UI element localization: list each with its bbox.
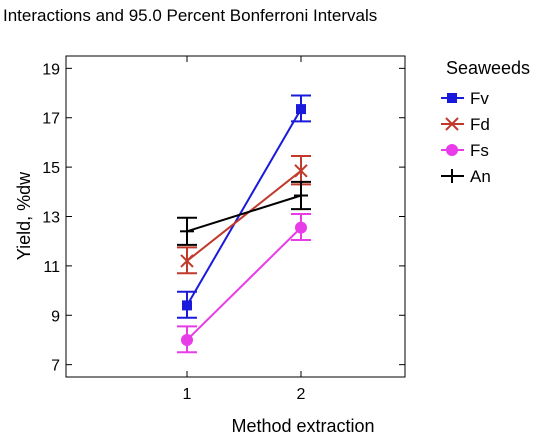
series-line <box>186 170 302 262</box>
y-tick-label: 15 <box>42 160 60 177</box>
series-fs <box>177 213 311 354</box>
legend-marker <box>445 169 459 183</box>
y-tick-label: 11 <box>43 259 60 276</box>
x-tick-label: 1 <box>183 386 192 403</box>
legend-label: An <box>470 167 491 186</box>
data-point <box>296 104 306 115</box>
data-point <box>180 224 194 239</box>
legend-item-an: An <box>441 167 491 186</box>
legend-marker <box>446 144 458 156</box>
data-point <box>294 164 308 178</box>
legend-item-fs: Fs <box>441 141 489 160</box>
legend-label: Fs <box>470 141 489 160</box>
x-axis-label: Method extraction <box>231 416 374 436</box>
legend-marker-stroke <box>445 117 459 131</box>
y-tick-label: 9 <box>51 308 60 325</box>
series-fv <box>177 94 311 319</box>
data-point <box>294 188 308 203</box>
series-line <box>186 108 302 306</box>
y-axis: 7 9 11 13 15 17 19 <box>42 61 405 375</box>
legend-item-fv: Fv <box>441 89 489 108</box>
y-tick-label: 13 <box>42 210 60 227</box>
legend-title: Seaweeds <box>446 58 530 78</box>
chart-title: Interactions and 95.0 Percent Bonferroni… <box>3 6 377 25</box>
series-line <box>186 226 302 341</box>
data-point-stroke <box>294 164 308 178</box>
legend-item-fd: Fd <box>441 115 490 134</box>
legend: Seaweeds Fv Fd Fs An <box>441 58 530 186</box>
y-axis-label: Yield, %dw <box>14 171 34 260</box>
y-tick-label: 7 <box>51 358 60 375</box>
series-layer <box>177 94 311 354</box>
legend-label: Fd <box>470 115 490 134</box>
x-tick-label: 2 <box>297 386 306 403</box>
data-point <box>295 221 307 234</box>
data-point <box>181 333 193 346</box>
legend-marker <box>445 117 459 131</box>
series-line <box>186 194 302 233</box>
legend-label: Fv <box>470 89 489 108</box>
data-point <box>180 254 194 268</box>
y-tick-label: 17 <box>42 111 60 128</box>
series-fd <box>177 155 311 275</box>
data-point-stroke <box>180 254 194 268</box>
data-point <box>182 300 192 311</box>
legend-marker <box>447 93 457 103</box>
y-tick-label: 19 <box>42 61 60 78</box>
series-an <box>177 180 311 246</box>
